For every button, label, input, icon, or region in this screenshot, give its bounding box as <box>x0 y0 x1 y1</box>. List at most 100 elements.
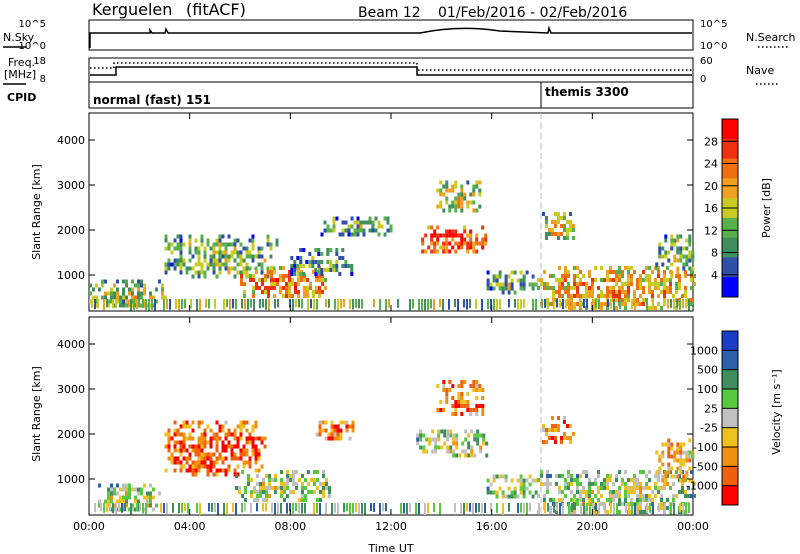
heat-cell <box>457 404 461 408</box>
heat-cell <box>311 264 315 268</box>
heat-cell <box>233 238 237 243</box>
heat-cell <box>436 233 440 238</box>
heat-cell <box>311 260 315 264</box>
heat-cell <box>239 262 243 267</box>
heat-cell <box>332 224 336 229</box>
heat-cell <box>531 274 535 279</box>
heat-cell <box>598 503 600 515</box>
nsearch-tick-top: 10^5 <box>700 19 727 30</box>
heat-cell <box>244 486 247 490</box>
heat-cell <box>676 270 680 275</box>
heat-cell <box>345 424 349 429</box>
heat-cell <box>639 506 642 510</box>
heat-cell <box>452 449 456 454</box>
heat-cell <box>128 507 131 512</box>
heat-cell <box>251 428 255 433</box>
heat-cell <box>326 228 330 233</box>
heat-cell <box>345 428 349 433</box>
heat-cell <box>173 448 177 453</box>
heat-cell <box>583 503 585 515</box>
heat-cell <box>291 278 294 282</box>
heat-cell <box>121 503 123 513</box>
heat-cell <box>257 452 261 457</box>
heat-cell <box>651 294 654 298</box>
heat-cell <box>319 503 321 515</box>
heat-cell <box>251 436 255 441</box>
heat-cell <box>251 448 255 453</box>
heat-cell <box>455 445 459 450</box>
heat-cell <box>98 503 101 508</box>
heat-cell <box>243 294 246 298</box>
heat-cell <box>385 299 387 311</box>
heat-cell <box>233 274 237 279</box>
heat-cell <box>185 266 189 271</box>
heat-cell <box>299 256 303 260</box>
heat-cell <box>572 224 575 228</box>
heat-cell <box>510 286 514 291</box>
heat-cell <box>588 270 591 274</box>
heat-cell <box>286 486 289 490</box>
heat-cell <box>520 503 522 513</box>
heat-cell <box>501 474 505 479</box>
heat-cell <box>226 299 228 308</box>
heat-cell <box>351 428 355 433</box>
nsky-tick-bottom: 10^0 <box>19 41 46 52</box>
heat-cell <box>557 236 560 240</box>
heat-cell <box>170 456 174 461</box>
heat-cell <box>107 299 110 304</box>
heat-cell <box>279 290 282 294</box>
heat-cell <box>125 487 128 492</box>
heat-cell <box>371 220 375 225</box>
heat-cell <box>522 490 526 495</box>
heat-cell <box>215 238 219 243</box>
heat-cell <box>137 507 140 512</box>
heat-cell <box>560 436 563 440</box>
heat-cell <box>191 448 195 453</box>
heat-cell <box>244 503 246 512</box>
heat-cell <box>630 274 633 278</box>
heat-cell <box>173 258 177 263</box>
heat-cell <box>639 490 642 494</box>
heat-cell <box>469 384 473 388</box>
heat-cell <box>233 266 237 271</box>
heat-cell <box>119 495 122 500</box>
heat-cell <box>451 237 455 242</box>
heat-cell <box>600 306 603 310</box>
heat-cell <box>564 270 567 274</box>
heat-cell <box>142 299 144 308</box>
heat-cell <box>152 487 155 492</box>
heat-cell <box>322 482 325 486</box>
heat-cell <box>347 228 351 233</box>
heat-cell <box>271 478 274 482</box>
heat-cell <box>340 299 342 309</box>
heat-cell <box>510 494 514 499</box>
heat-cell <box>651 490 654 494</box>
heat-cell <box>283 486 286 490</box>
heat-cell <box>572 228 575 232</box>
heat-cell <box>425 437 429 442</box>
heat-cell <box>606 270 609 274</box>
heat-cell <box>125 499 128 504</box>
heat-cell <box>612 490 615 494</box>
heat-cell <box>328 490 331 494</box>
heat-cell <box>248 460 252 465</box>
heat-cell <box>179 258 183 263</box>
heat-cell <box>532 299 534 311</box>
heat-cell <box>443 429 447 434</box>
heat-cell <box>188 444 192 449</box>
heat-cell <box>612 498 615 502</box>
heat-cell <box>245 460 249 465</box>
heat-cell <box>580 299 582 309</box>
heat-cell <box>318 274 321 278</box>
heat-cell <box>134 495 137 500</box>
heat-cell <box>475 384 479 388</box>
heat-cell <box>585 294 588 298</box>
heat-cell <box>457 241 461 246</box>
heat-cell <box>167 448 171 453</box>
heat-cell <box>267 294 270 298</box>
heat-cell <box>140 283 143 288</box>
heat-cell <box>268 486 271 490</box>
heat-cell <box>654 286 657 290</box>
heat-cell <box>580 503 582 515</box>
y-tick-label: 2000 <box>57 428 85 441</box>
